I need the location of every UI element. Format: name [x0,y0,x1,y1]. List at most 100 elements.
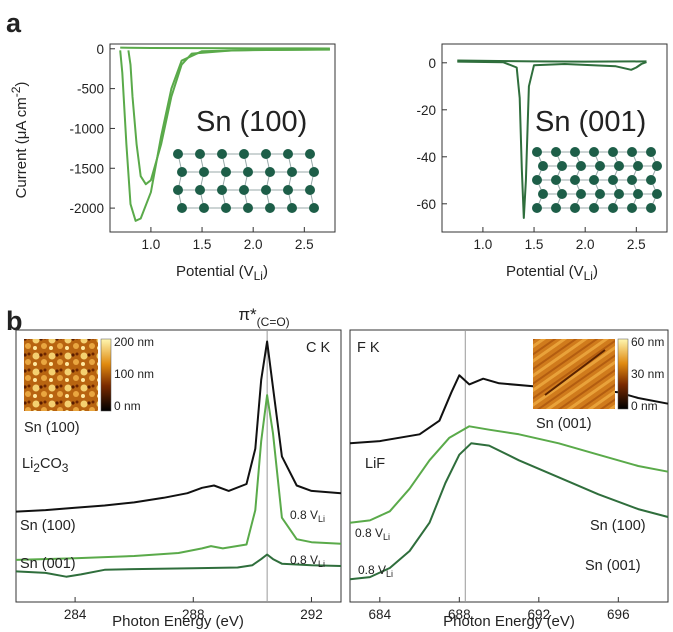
afm-step-line [544,349,606,396]
atom [287,203,297,213]
x-tick-label: 288 [182,607,205,622]
atom [217,185,227,195]
atom [239,185,249,195]
x-tick-label: 1.0 [474,237,493,252]
atom [551,203,561,213]
atom [608,203,618,213]
series-label-lif: LiF [365,456,385,472]
atom [309,167,319,177]
ticks-a-right: 1.0 1.5 2.0 2.5 0 -20 -40 -60 [416,56,645,252]
atom [532,175,542,185]
x-axis-label-b-left: Photon Energy (eV) [112,613,244,630]
atom [177,167,187,177]
plot-a-left: 1.0 1.5 2.0 2.5 0 -500 -1000 -1500 -2000 Sn (100… [9,42,336,283]
y-tick-label: -1000 [69,121,104,136]
series-line-trace-1 [457,59,647,63]
x-axis-label-a-left: Potential (VLi) [176,263,268,283]
plot-a-right: 1.0 1.5 2.0 2.5 0 -20 -40 -60 Sn (001) Potentia… [416,43,668,283]
atom [305,185,315,195]
atom [221,203,231,213]
atom [305,149,315,159]
x-tick-label: 684 [369,607,392,622]
x-tick-label: 292 [300,607,323,622]
inset-label-sn001: Sn (001) [536,416,592,432]
series-line-sn-100- [349,425,669,524]
material-label-sn001: Sn (001) [535,106,646,138]
ticks-b-left: 284 288 292 [64,597,323,622]
x-tick-label: 2.5 [627,237,646,252]
x-tick-label: 1.5 [193,237,212,252]
atom [633,189,643,199]
series-line-trace-0 [457,60,647,219]
x-axis-label-a-right: Potential (VLi) [506,263,598,283]
panel-label-b: b [6,306,23,336]
atom [589,147,599,157]
atom [195,185,205,195]
atom [199,167,209,177]
series-line-li-co- [15,340,342,513]
x-tick-label: 688 [448,607,471,622]
atom [173,185,183,195]
atom [243,203,253,213]
atom [261,185,271,195]
edge-label-c-k: C K [306,340,331,356]
y-tick-label: -500 [77,82,104,97]
atom [646,147,656,157]
atom [195,149,205,159]
colorbar-sn100-mid: 100 nm [114,367,154,381]
x-tick-label: 1.5 [525,237,544,252]
atom [589,175,599,185]
x-tick-label: 692 [528,607,551,622]
colorbar-sn001-min: 0 nm [631,399,658,413]
atom [595,161,605,171]
series-line-trace-2 [120,46,330,50]
series-label-sn100-b-left: Sn (100) [20,518,76,534]
axes-frame-a-left [109,43,336,233]
material-label-sn100: Sn (100) [196,106,307,138]
series-line-sn-100- [15,394,342,561]
atom [538,161,548,171]
annotation-0p8v-sn001-b-right: 0.8 VLi [358,563,393,579]
x-tick-label: 2.0 [576,237,595,252]
atom [627,175,637,185]
panel-label-a: a [6,8,22,38]
atom [199,203,209,213]
x-tick-label: 2.0 [244,237,263,252]
y-tick-label: 0 [96,42,104,57]
axes-frame-a-right [441,43,668,233]
atom [608,147,618,157]
annotation-0p8v-sn100-b-left: 0.8 VLi [290,508,325,524]
atom [570,203,580,213]
x-tick-label: 284 [64,607,87,622]
afm-image-sn100 [24,339,98,411]
atom [265,203,275,213]
atom [589,203,599,213]
atom [652,161,662,171]
colorbar-sn001-max: 60 nm [631,335,664,349]
y-axis-label-a-left: Current (μA cm-2) [9,82,30,199]
atom [646,203,656,213]
atom [627,147,637,157]
series-a-right [457,59,647,219]
atom [265,167,275,177]
x-tick-label: 2.5 [295,237,314,252]
y-tick-label: -2000 [69,201,104,216]
atom [283,149,293,159]
series-label-sn001-b-left: Sn (001) [20,556,76,572]
atom [173,149,183,159]
atom [614,161,624,171]
peak-label-pi-star: π*(C=O) [238,305,289,329]
atom [532,203,542,213]
atom [576,189,586,199]
x-tick-label: 696 [607,607,630,622]
atom [557,189,567,199]
atom [551,147,561,157]
y-tick-label: -40 [416,150,436,165]
ticks-a-left: 1.0 1.5 2.0 2.5 0 -500 -1000 -1500 -2000 [69,42,313,252]
atom [243,167,253,177]
annotation-0p8v-sn100-b-right: 0.8 VLi [355,526,390,542]
atom [570,175,580,185]
y-tick-label: -60 [416,197,436,212]
axes-frame-b-right [349,329,669,603]
x-tick-label: 1.0 [142,237,161,252]
